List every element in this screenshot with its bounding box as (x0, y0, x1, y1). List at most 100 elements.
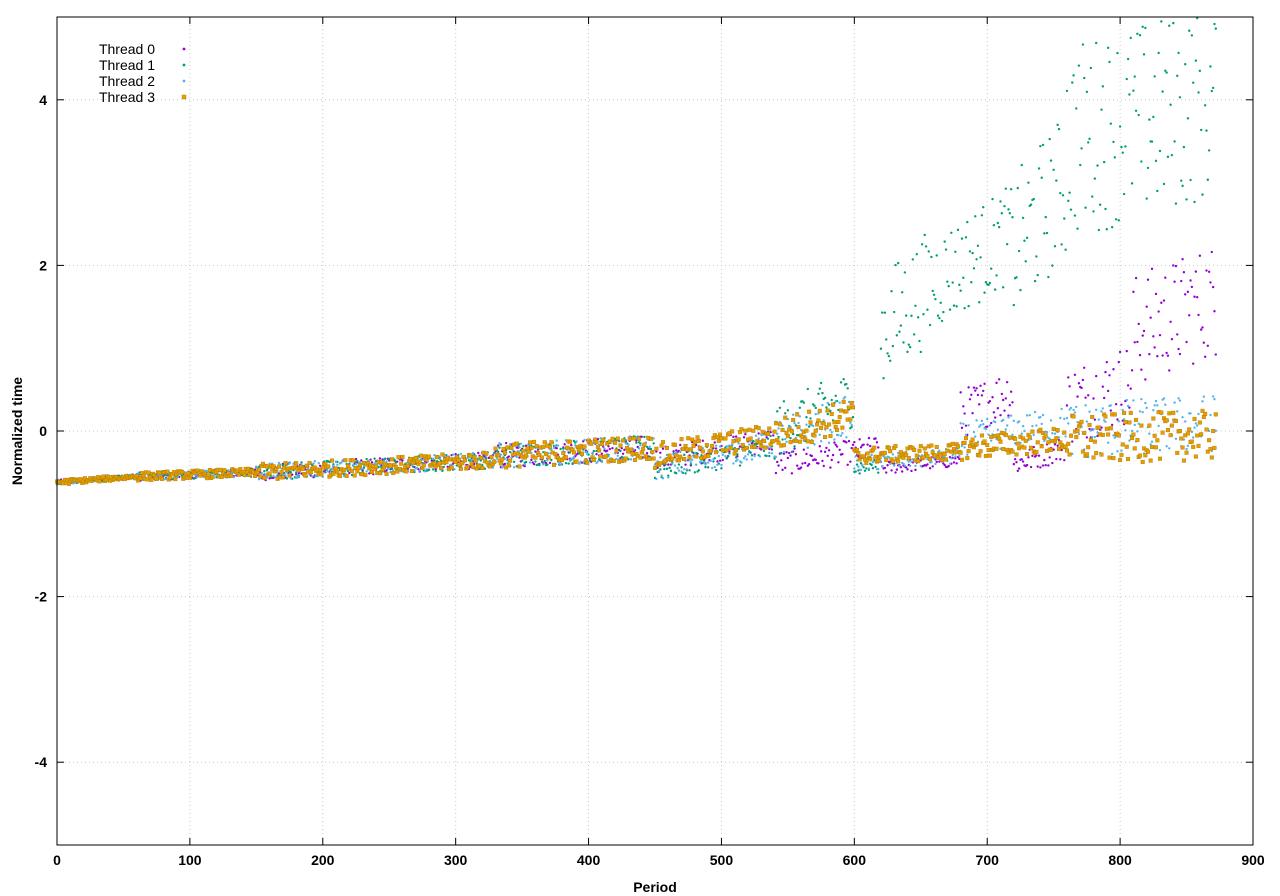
data-point (970, 281, 973, 284)
data-point (850, 423, 853, 427)
data-point (829, 409, 832, 413)
data-point (769, 434, 772, 438)
data-point (1075, 107, 1078, 110)
data-point (319, 472, 324, 477)
data-point (1122, 192, 1126, 196)
data-point (524, 444, 528, 447)
data-point (340, 461, 343, 464)
data-point (907, 460, 911, 463)
data-point (661, 447, 665, 450)
data-point (830, 431, 833, 434)
data-point (518, 446, 521, 449)
data-point (689, 461, 693, 464)
data-point (838, 448, 841, 451)
data-point (350, 468, 355, 473)
data-point (1108, 426, 1113, 431)
data-point (684, 447, 689, 452)
data-point (911, 258, 915, 261)
data-point (786, 409, 790, 412)
data-point (1030, 429, 1035, 434)
data-point (396, 455, 401, 460)
data-point (615, 457, 618, 461)
data-point (1005, 380, 1009, 384)
data-point (831, 453, 835, 457)
data-point (887, 354, 891, 358)
data-point (698, 445, 703, 450)
data-point (1140, 397, 1143, 401)
data-point (910, 469, 913, 473)
data-point (1085, 90, 1089, 94)
data-point (289, 477, 293, 480)
data-point (1046, 440, 1051, 445)
y-tick-label: 2 (39, 257, 47, 273)
data-point (1072, 408, 1075, 412)
data-point (638, 455, 643, 460)
data-point (877, 467, 880, 471)
data-point (959, 457, 964, 462)
data-point (1021, 460, 1025, 463)
data-point (180, 474, 184, 477)
data-point (1041, 413, 1045, 417)
data-point (1021, 424, 1025, 428)
data-point (138, 476, 143, 481)
data-point (661, 477, 665, 480)
data-point (258, 474, 263, 479)
y-tick-label: -2 (35, 589, 48, 605)
data-point (1211, 285, 1215, 289)
data-point (1131, 432, 1136, 437)
data-point (1104, 370, 1107, 374)
data-point (260, 461, 265, 466)
data-point (740, 461, 743, 464)
data-point (886, 445, 891, 450)
data-point (374, 460, 378, 463)
data-point (945, 448, 950, 453)
data-point (1136, 430, 1139, 433)
data-point (1207, 149, 1211, 152)
data-point (912, 333, 916, 336)
data-point (692, 439, 697, 444)
data-point (958, 457, 961, 461)
data-point (308, 470, 313, 475)
data-point (1047, 464, 1050, 467)
data-point (280, 467, 283, 470)
data-point (776, 410, 779, 413)
data-point (1157, 456, 1162, 461)
data-point (528, 440, 533, 445)
data-point (977, 453, 982, 458)
data-point (819, 440, 823, 443)
data-point (659, 451, 662, 454)
data-point (597, 458, 601, 461)
data-point (613, 440, 618, 445)
data-point (882, 450, 887, 455)
data-point (1181, 416, 1184, 419)
data-point (1016, 186, 1019, 190)
data-point (1155, 438, 1160, 443)
data-point (205, 470, 209, 473)
data-point (1103, 414, 1108, 419)
data-point (859, 468, 863, 472)
data-point (454, 453, 457, 456)
data-point (684, 472, 687, 475)
data-point (758, 455, 762, 458)
data-point (926, 463, 929, 466)
data-point (690, 437, 695, 442)
data-point (603, 454, 608, 459)
data-point (1152, 409, 1155, 412)
data-point (645, 445, 649, 449)
data-point (879, 460, 883, 464)
data-point (605, 441, 610, 446)
data-point (1201, 400, 1204, 403)
data-point (1118, 125, 1122, 128)
data-point (1198, 69, 1202, 73)
data-point (1109, 409, 1113, 412)
data-point (839, 434, 843, 437)
data-point (736, 458, 739, 461)
data-point (754, 434, 758, 437)
data-point (1031, 454, 1034, 458)
data-point (1169, 320, 1172, 323)
data-point (724, 448, 729, 453)
data-point (1048, 456, 1051, 459)
data-point (675, 449, 678, 452)
data-point (615, 436, 620, 441)
data-point (334, 466, 339, 471)
